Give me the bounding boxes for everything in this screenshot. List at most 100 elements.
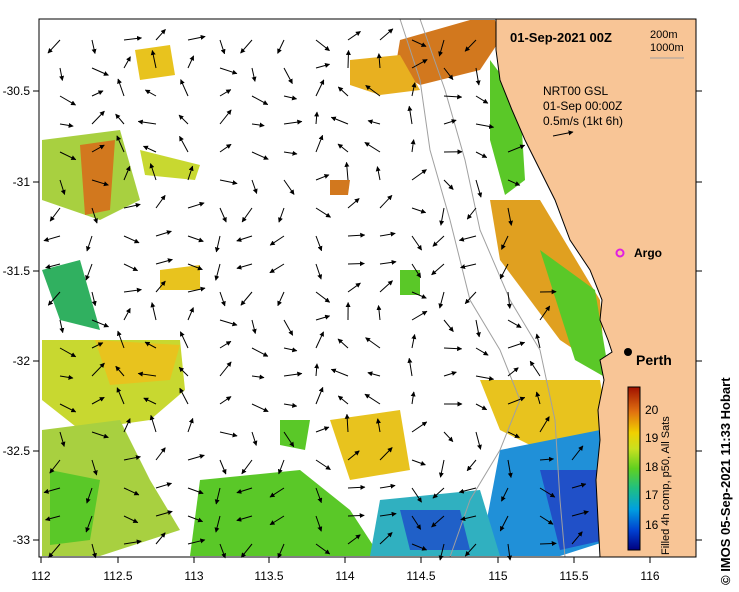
x-tick-label: 112	[31, 569, 50, 583]
current-arrow	[571, 510, 589, 517]
x-tick-label: 112.5	[103, 569, 132, 583]
argo-label: Argo	[634, 246, 662, 260]
current-arrow	[155, 482, 173, 489]
current-arrow	[330, 368, 349, 377]
current-arrow	[407, 357, 413, 377]
current-arrow	[507, 431, 520, 438]
current-arrow	[315, 515, 323, 532]
current-arrow	[214, 263, 221, 281]
current-arrow	[475, 123, 495, 129]
current-arrow	[219, 89, 232, 97]
current-arrow	[539, 515, 554, 525]
current-arrow	[571, 531, 583, 545]
current-arrow	[314, 363, 320, 377]
current-arrow	[236, 263, 253, 270]
current-arrow	[241, 207, 253, 223]
current-arrow	[214, 487, 221, 505]
current-arrow	[91, 291, 97, 307]
current-arrow	[475, 431, 482, 450]
current-arrow	[236, 235, 253, 242]
y-axis: -30.5 -31 -31.5 -32 -32.5 -33	[3, 84, 702, 547]
current-arrow	[219, 39, 226, 55]
current-arrow	[347, 31, 361, 41]
current-arrow	[91, 90, 104, 97]
current-arrow	[123, 287, 142, 293]
current-arrow	[344, 161, 350, 181]
current-arrow	[187, 454, 205, 461]
current-vectors	[43, 28, 589, 561]
current-arrow	[149, 414, 157, 433]
current-arrow	[187, 487, 204, 495]
current-arrow	[155, 510, 173, 517]
current-arrow	[123, 235, 140, 244]
current-arrow	[411, 82, 417, 97]
current-arrow	[91, 319, 110, 328]
current-arrow	[411, 39, 427, 47]
current-arrow	[376, 305, 382, 321]
current-arrow	[475, 347, 489, 356]
current-arrow	[187, 263, 203, 271]
current-arrow	[251, 179, 258, 194]
current-arrow	[59, 319, 65, 334]
current-arrow	[277, 39, 285, 54]
current-arrow	[155, 258, 173, 265]
current-arrow	[507, 179, 521, 186]
current-arrow	[443, 67, 454, 81]
y-tick-label: -31	[13, 175, 31, 189]
current-arrow	[269, 515, 285, 526]
current-arrow	[269, 263, 285, 274]
current-arrow	[187, 286, 206, 293]
current-arrow	[411, 235, 423, 251]
current-arrow	[571, 482, 587, 489]
current-arrow	[283, 67, 293, 85]
colorbar-tick: 19	[645, 431, 659, 445]
current-arrow	[460, 515, 477, 522]
current-arrow	[150, 50, 157, 69]
current-arrow	[347, 282, 361, 293]
current-arrow	[337, 143, 349, 153]
current-arrow	[91, 342, 104, 349]
current-arrow	[337, 338, 349, 349]
land-area	[495, 18, 697, 558]
current-arrow	[241, 459, 253, 475]
current-arrow	[91, 67, 109, 76]
current-arrow	[439, 207, 445, 226]
current-arrow	[501, 487, 509, 502]
current-arrow	[315, 63, 331, 69]
current-arrow	[219, 143, 232, 153]
current-arrow	[376, 418, 381, 433]
current-arrow	[475, 403, 488, 411]
current-arrow	[214, 235, 221, 253]
current-arrow	[411, 207, 427, 214]
current-arrow	[507, 396, 526, 405]
current-arrow	[432, 235, 445, 247]
current-arrow	[475, 179, 483, 198]
current-arrow	[43, 487, 61, 494]
current-arrow	[269, 487, 285, 498]
colorbar-tick: 20	[645, 403, 659, 417]
current-arrow	[219, 543, 226, 559]
current-arrow	[251, 151, 269, 160]
current-arrow	[187, 55, 195, 69]
date-title: 01-Sep-2021 00Z	[510, 30, 612, 45]
current-arrow	[240, 543, 253, 558]
colorbar: 16 17 18 19 20 Filled 4h comp, p50, All …	[627, 386, 672, 555]
current-arrow	[411, 169, 427, 181]
current-arrow	[345, 49, 351, 69]
current-arrow	[443, 431, 454, 442]
current-arrow	[347, 198, 360, 209]
current-arrow	[219, 207, 227, 223]
current-arrow	[86, 235, 93, 252]
current-arrow	[379, 28, 394, 41]
current-arrow	[475, 319, 481, 338]
current-arrow	[178, 366, 189, 377]
colorbar-tick: 16	[645, 518, 659, 532]
current-arrow	[571, 445, 584, 461]
current-arrow	[337, 86, 349, 97]
current-arrow	[150, 302, 157, 321]
current-arrow	[379, 280, 393, 293]
current-arrow	[45, 263, 61, 270]
current-arrow	[219, 340, 232, 349]
current-arrow	[277, 291, 285, 307]
current-arrow	[91, 179, 109, 187]
